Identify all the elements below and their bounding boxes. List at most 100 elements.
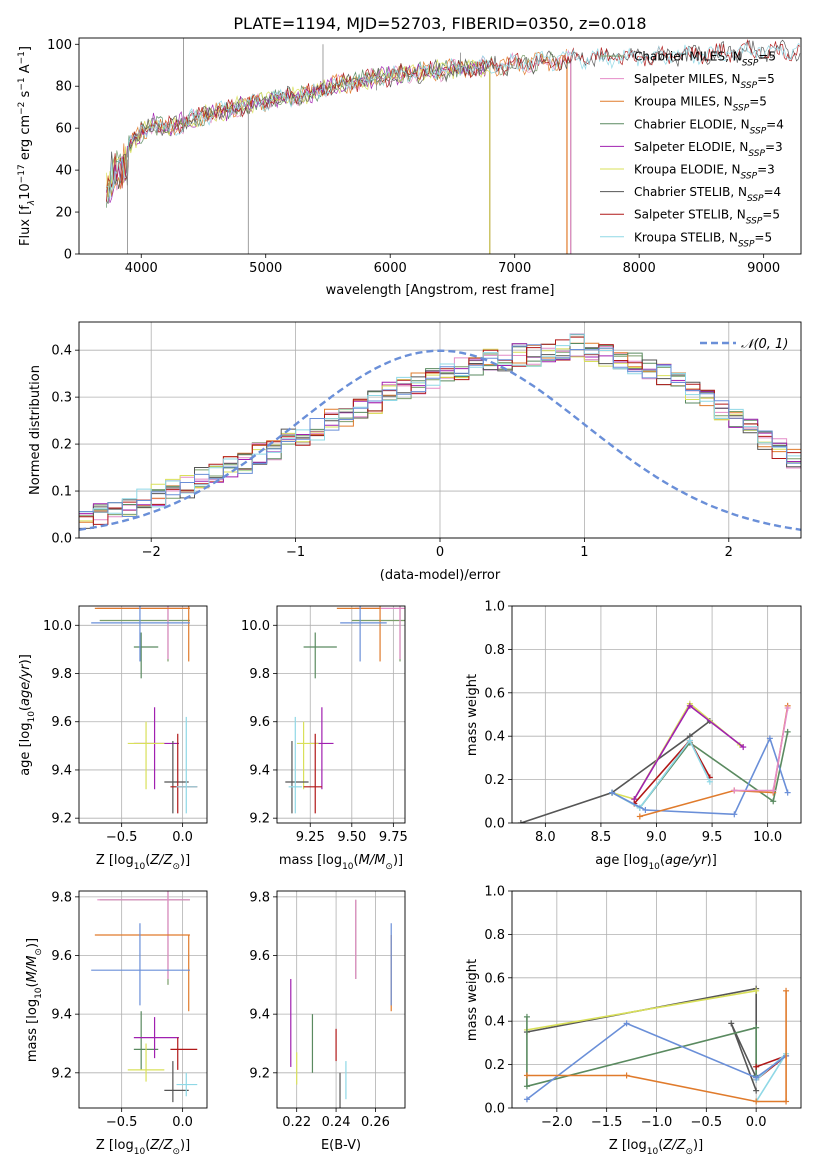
weight-line xyxy=(526,1022,787,1100)
label-part: Z [log xyxy=(609,1138,647,1153)
x-tick-label: 4000 xyxy=(125,261,158,276)
label-part: Salpeter MILES, N xyxy=(634,72,741,86)
x-tick-label: 9.50 xyxy=(337,830,366,845)
x-tick-label: 0.22 xyxy=(282,1115,311,1130)
plot-area xyxy=(79,333,801,538)
y-tick-label: 60 xyxy=(55,122,72,137)
y-tick-label: 9.8 xyxy=(51,667,72,682)
label-part: =3 xyxy=(765,140,783,154)
axes-frame xyxy=(511,605,802,824)
x-tick-label: 9.25 xyxy=(296,830,325,845)
label-part: Z/Z xyxy=(149,853,173,868)
label-part: 10 xyxy=(18,183,33,200)
legend-entry: Salpeter ELODIE, NSSP=3 xyxy=(634,140,783,159)
y-tick-label: 0.6 xyxy=(484,686,505,701)
panel-age_vs_Z: −0.5 0.09.29.49.69.810.0Z [log10(Z/Z⊙)]ag… xyxy=(18,605,208,872)
x-tick-label: 9.0 xyxy=(646,830,667,845)
x-tick-label: 8.5 xyxy=(591,830,612,845)
label-part: ( xyxy=(658,1138,663,1153)
label-part: =5 xyxy=(754,230,772,244)
label-part: −1 xyxy=(17,51,27,64)
label-part: SSP xyxy=(750,126,767,136)
axes-frame xyxy=(276,605,406,824)
label-part: SSP xyxy=(748,149,765,159)
label-part: −1 xyxy=(17,77,27,90)
label-part: 10 xyxy=(34,987,44,999)
y-tick-label: 0.0 xyxy=(484,1102,505,1117)
y-tick-label: 9.8 xyxy=(51,890,72,905)
label-part: SSP xyxy=(742,59,759,69)
label-part: SSP xyxy=(733,104,750,114)
y-tick-label: 9.2 xyxy=(51,812,72,827)
label-part: ⊙ xyxy=(172,1147,180,1157)
label-part: )] xyxy=(25,938,40,948)
weight-line xyxy=(611,702,741,801)
label-part: ( xyxy=(145,853,150,868)
y-tick-label: 1.0 xyxy=(484,600,505,615)
y-tick-label: 9.4 xyxy=(51,1008,72,1023)
x-axis-label: age [log10(age/yr)] xyxy=(595,853,717,872)
y-tick-label: 9.6 xyxy=(51,949,72,964)
x-tick-label: −2 xyxy=(142,545,161,560)
y-tick-label: 0.0 xyxy=(51,532,72,547)
x-tick-label: 0.0 xyxy=(172,830,193,845)
y-tick-label: 9.8 xyxy=(249,667,270,682)
y-tick-label: 0.1 xyxy=(51,485,72,500)
label-part: Kroupa ELODIE, N xyxy=(634,163,741,177)
label-part: Chabrier ELODIE, N xyxy=(634,117,750,131)
label-part: Z [log xyxy=(96,853,134,868)
label-part: ( xyxy=(145,1138,150,1153)
label-part: age [log xyxy=(595,853,648,868)
panel-mass_vs_Z: −0.5 0.09.29.49.69.8Z [log10(Z/Z⊙)]mass [… xyxy=(25,890,208,1157)
label-part: =5 xyxy=(762,208,780,222)
label-part: Flux [f xyxy=(18,205,33,246)
label-part: age/yr xyxy=(665,853,708,868)
x-tick-label: −1 xyxy=(286,545,305,560)
x-tick-label: 2 xyxy=(725,545,733,560)
label-part: ⊙ xyxy=(685,1147,693,1157)
y-tick-label: 80 xyxy=(55,80,72,95)
label-part: ] xyxy=(18,46,33,51)
y-tick-label: 10.0 xyxy=(43,619,72,634)
x-tick-label: 8.0 xyxy=(535,830,556,845)
y-axis-label: mass weight xyxy=(465,674,480,756)
label-part: 10 xyxy=(134,1147,146,1157)
y-tick-label: 0 xyxy=(64,248,72,263)
axes-frame xyxy=(78,605,208,824)
label-part: SSP xyxy=(741,81,758,91)
x-axis-label: Z [log10(Z/Z⊙)] xyxy=(96,853,190,872)
axes-frame xyxy=(78,37,802,255)
plot-area xyxy=(91,891,198,1103)
y-tick-label: 9.4 xyxy=(51,763,72,778)
x-tick-label: 0.26 xyxy=(361,1115,390,1130)
label-part: SSP xyxy=(746,217,763,227)
label-part: ( xyxy=(354,853,359,868)
label-part: )] xyxy=(180,853,190,868)
label-part: 10 xyxy=(647,1147,659,1157)
legend-entry: Kroupa MILES, NSSP=5 xyxy=(634,95,767,114)
x-tick-label: 9.75 xyxy=(379,830,408,845)
y-tick-label: 9.4 xyxy=(249,1008,270,1023)
y-tick-label: 0.4 xyxy=(51,344,72,359)
y-tick-label: 9.8 xyxy=(249,890,270,905)
y-axis-label: Normed distribution xyxy=(28,365,43,495)
x-axis-label: wavelength [Angstrom, rest frame] xyxy=(326,283,555,298)
figure-title: PLATE=1194, MJD=52703, FIBERID=0350, z=0… xyxy=(233,14,646,33)
y-tick-label: 10.0 xyxy=(241,619,270,634)
y-tick-label: 0.2 xyxy=(484,773,505,788)
panel-residuals: −2 −1 0 1 2 0.0 0.1 0.2 0.3 0.4 𝒩(0, 1) (data-model… xyxy=(28,321,802,583)
panel-age_vs_mass: 9.25 9.50 9.75 9.2 9.4 9.6 9.8 10.0 mass [log10(… xyxy=(241,605,408,872)
label-part: 10 xyxy=(342,862,354,872)
x-tick-label: 1 xyxy=(580,545,588,560)
weight-line xyxy=(520,720,711,823)
axes-frame xyxy=(276,890,406,1109)
label-part: ( xyxy=(25,982,40,987)
y-axis-label: mass weight xyxy=(465,959,480,1041)
plot-area xyxy=(290,899,392,1108)
panel-weight_vs_Z: −2.0 −1.5 −1.0 −0.5 0.0 0.0 0.2 0.4 0.6 0.8 1.0 Z [… xyxy=(465,885,802,1157)
weight-line xyxy=(526,1016,758,1088)
label-part: SSP xyxy=(741,172,758,182)
y-tick-label: 9.2 xyxy=(249,812,270,827)
axes-frame xyxy=(511,890,802,1109)
